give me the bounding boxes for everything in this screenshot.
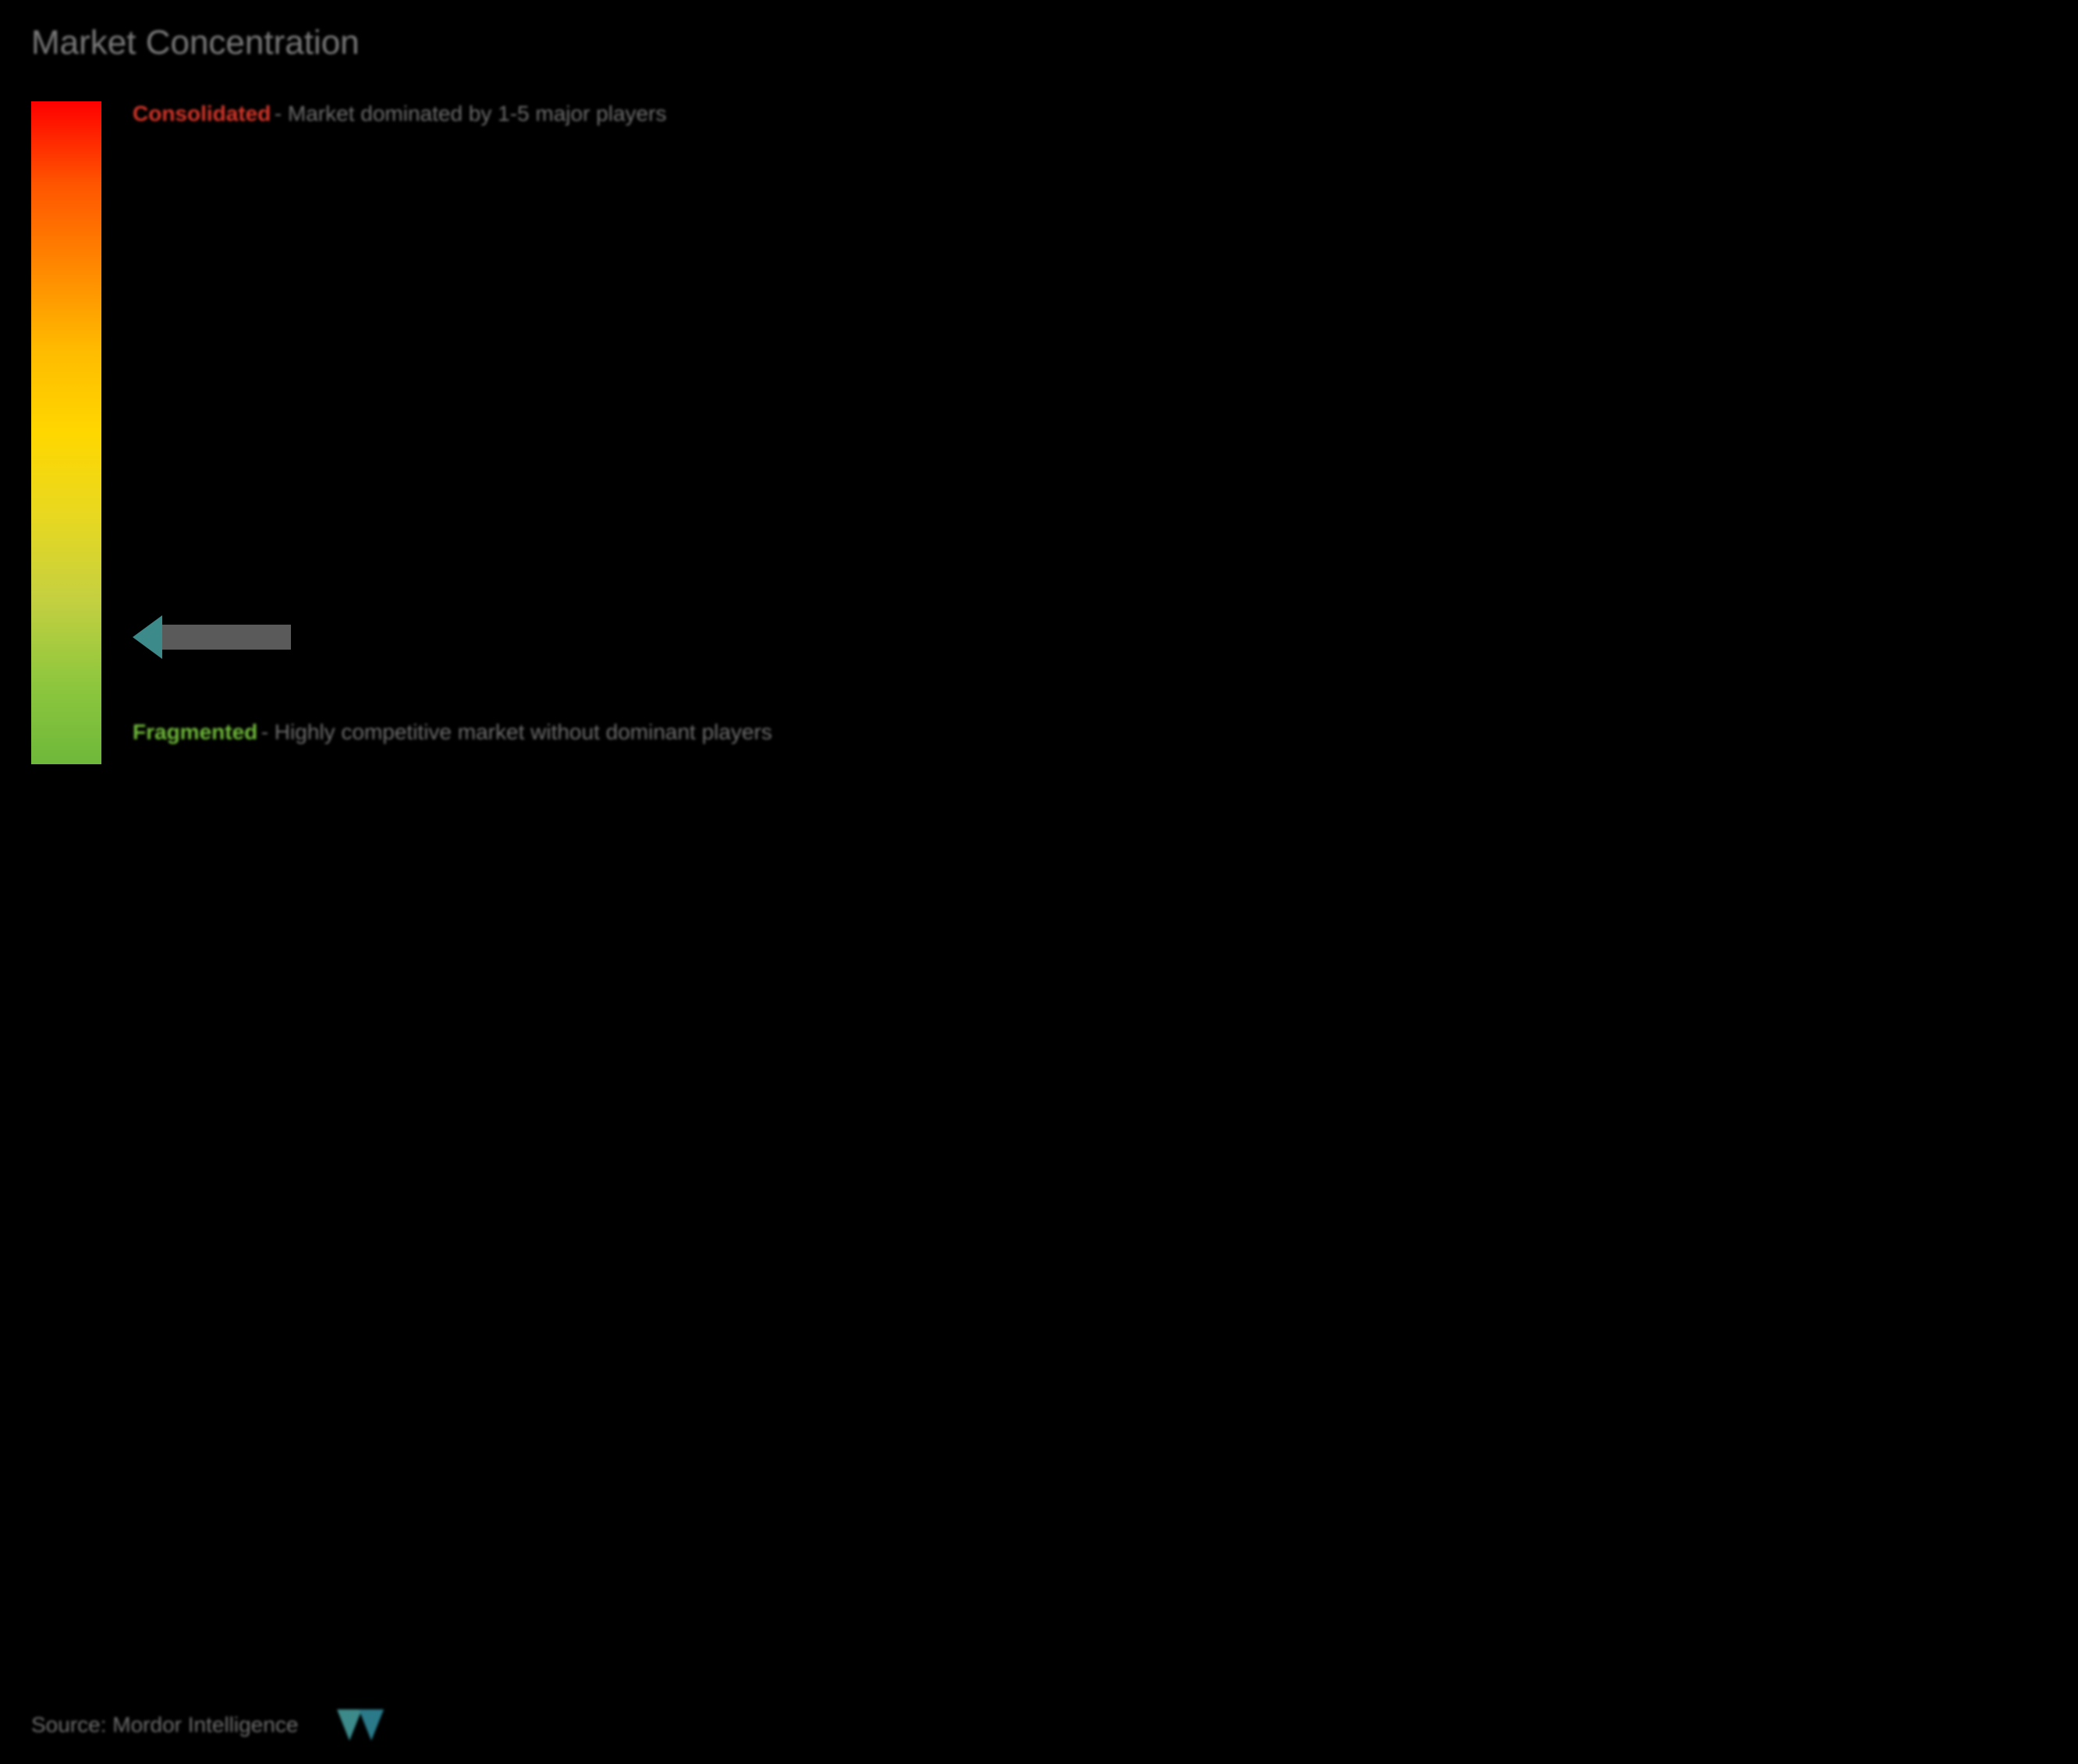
consolidated-description: - Market dominated by 1-5 major players xyxy=(275,101,667,126)
labels-area: Consolidated - Market dominated by 1-5 m… xyxy=(133,101,1008,764)
fragmented-label: Fragmented - Highly competitive market w… xyxy=(133,711,772,753)
indicator-arrow xyxy=(133,615,291,659)
consolidated-label: Consolidated - Market dominated by 1-5 m… xyxy=(133,101,666,126)
mordor-logo-icon xyxy=(337,1709,384,1741)
fragmented-description: - Highly competitive market without domi… xyxy=(261,720,772,744)
gradient-scale-bar xyxy=(31,101,101,764)
consolidated-term: Consolidated xyxy=(133,101,271,126)
fragmented-term: Fragmented xyxy=(133,720,257,744)
source-attribution: Source: Mordor Intelligence xyxy=(31,1713,298,1737)
chart-content: Consolidated - Market dominated by 1-5 m… xyxy=(31,101,1008,764)
arrow-body xyxy=(162,625,291,650)
chart-footer: Source: Mordor Intelligence xyxy=(31,1709,384,1741)
arrow-head-icon xyxy=(133,615,162,659)
chart-title: Market Concentration xyxy=(31,23,1008,62)
